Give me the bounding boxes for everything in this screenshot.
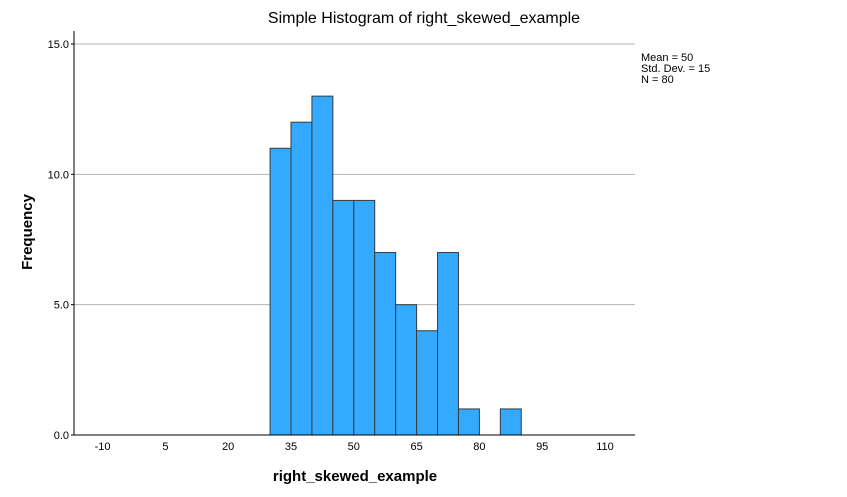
chart-title: Simple Histogram of right_skewed_example (268, 10, 580, 27)
stat-mean: Mean = 50 (641, 52, 693, 64)
x-tick-label: 35 (285, 441, 297, 453)
x-tick-labels: -10 5 20 35 50 65 80 95 110 (95, 441, 614, 453)
y-tick-labels: 0.0 5.0 10.0 15.0 (48, 39, 74, 442)
histogram-bar (437, 252, 459, 436)
x-tick-label: -10 (95, 441, 111, 453)
histogram-bar (353, 199, 376, 436)
histogram-bar (416, 330, 439, 436)
x-tick-label: 65 (410, 441, 422, 453)
x-tick-label: 5 (162, 441, 168, 453)
histogram-bar (332, 199, 355, 436)
x-tick-label: 50 (348, 441, 360, 453)
histogram-bar (269, 147, 292, 436)
x-tick-label: 80 (473, 441, 485, 453)
y-tick-label: 15.0 (48, 39, 69, 51)
x-tick-label: 20 (222, 441, 234, 453)
stat-std-dev: Std. Dev. = 15 (641, 63, 710, 75)
histogram-bar (374, 252, 397, 436)
x-axis-label: right_skewed_example (273, 468, 437, 485)
bars (269, 95, 522, 436)
x-tick-label: 95 (536, 441, 548, 453)
histogram-bar (395, 304, 418, 436)
histogram-bar (499, 408, 522, 436)
histogram-bar (290, 121, 313, 436)
y-tick-label: 0.0 (54, 430, 69, 442)
y-tick-label: 5.0 (54, 300, 69, 312)
histogram-bar (457, 408, 480, 436)
stat-n: N = 80 (641, 74, 674, 86)
x-tick-label: 110 (596, 441, 614, 453)
histogram-bar (311, 95, 334, 436)
y-axis-label: Frequency (19, 193, 36, 270)
y-tick-label: 10.0 (48, 169, 69, 181)
